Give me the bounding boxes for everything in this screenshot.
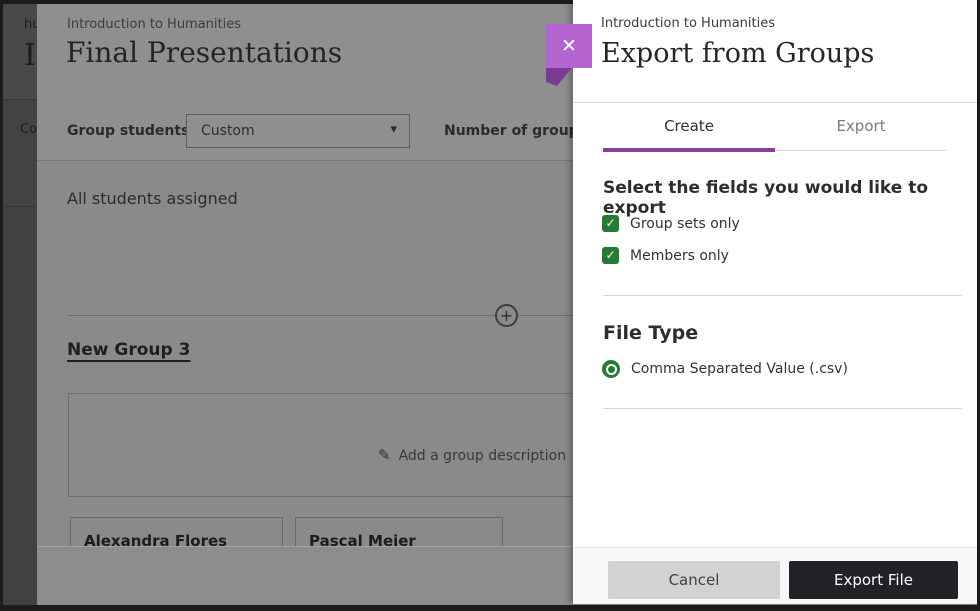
base-page-strip: hu I Co (3, 4, 37, 605)
radio-ring (605, 363, 617, 375)
section-divider (603, 295, 963, 296)
checkbox-members-only[interactable]: ✓ Members only (602, 247, 729, 264)
cancel-button[interactable]: Cancel (608, 561, 780, 599)
base-strip-header-segment (3, 4, 37, 100)
checkbox-group-sets-only[interactable]: ✓ Group sets only (602, 215, 740, 232)
file-type-heading: File Type (603, 322, 699, 344)
tab-create[interactable]: Create (603, 104, 775, 152)
tab-export[interactable]: Export (775, 104, 947, 150)
panel-tabs: Create Export (603, 104, 947, 152)
add-description-action[interactable]: ✎ Add a group description (378, 446, 566, 464)
add-group-icon[interactable]: + (495, 304, 518, 327)
checkbox-checked-icon[interactable]: ✓ (602, 215, 619, 232)
add-group-divider (67, 315, 977, 316)
group-name-link[interactable]: New Group 3 (67, 340, 191, 360)
tab-create-label: Create (664, 117, 714, 135)
member-name: Pascal Meier (309, 532, 416, 550)
chevron-down-icon: ▾ (390, 122, 397, 137)
number-of-groups-label: Number of groups (444, 123, 588, 139)
group-students-select[interactable]: Custom ▾ (186, 114, 410, 148)
active-tab-indicator (603, 148, 775, 152)
add-description-label: Add a group description (398, 448, 567, 464)
radio-csv-option[interactable]: Comma Separated Value (.csv) (602, 360, 848, 378)
students-assigned-status: All students assigned (67, 189, 238, 208)
radio-selected-icon[interactable] (602, 360, 620, 378)
radio-label: Comma Separated Value (.csv) (631, 361, 848, 377)
export-file-button[interactable]: Export File (789, 561, 958, 599)
group-description-box[interactable]: ✎ Add a group description (68, 393, 628, 497)
close-icon: ✕ (561, 35, 577, 57)
radio-dot (607, 365, 615, 373)
base-title-fragment: I (24, 38, 36, 73)
checkbox-checked-icon[interactable]: ✓ (602, 247, 619, 264)
close-panel-button[interactable]: ✕ (546, 24, 592, 68)
member-name: Alexandra Flores (84, 532, 228, 550)
section-divider (603, 408, 963, 409)
checkbox-label: Members only (630, 247, 729, 264)
panel-title: Export from Groups (601, 38, 875, 69)
group-students-selected-value: Custom (201, 123, 255, 139)
panel-header: Introduction to Humanities Export from G… (573, 0, 977, 103)
breadcrumb: Introduction to Humanities (67, 17, 242, 32)
group-students-label: Group students (67, 123, 190, 139)
page-title: Final Presentations (66, 36, 343, 69)
base-strip-mid-segment (3, 101, 37, 207)
checkbox-label: Group sets only (630, 215, 740, 232)
base-label-fragment: Co (20, 122, 37, 137)
fields-section-heading: Select the fields you would like to expo… (603, 178, 929, 218)
export-from-groups-panel: Introduction to Humanities Export from G… (546, 0, 977, 604)
pencil-icon: ✎ (378, 446, 391, 464)
base-breadcrumb-fragment: hu (24, 17, 37, 32)
tab-export-label: Export (836, 117, 886, 135)
panel-footer: Cancel Export File (573, 547, 977, 604)
panel-breadcrumb: Introduction to Humanities (601, 16, 776, 31)
